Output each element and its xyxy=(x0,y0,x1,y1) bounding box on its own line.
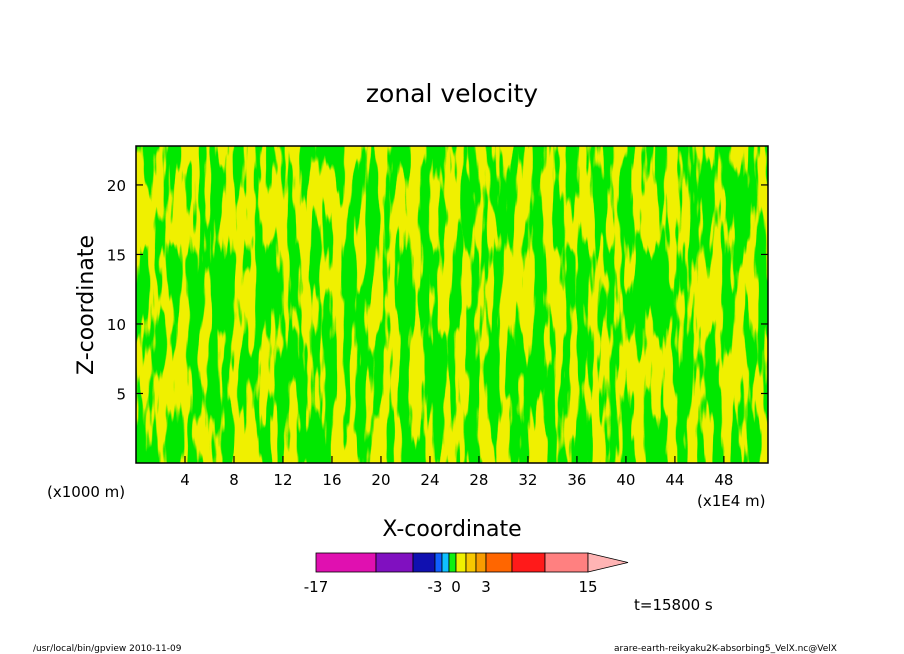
colorbar-segment xyxy=(434,552,443,573)
footer-right: arare-earth-reikyaku2K-absorbing5_VelX.n… xyxy=(614,644,837,654)
x-tick-label: 28 xyxy=(469,471,488,489)
colorbar-segment xyxy=(315,552,377,573)
x-tick-label: 24 xyxy=(420,471,439,489)
colorbar-tick-label: -17 xyxy=(304,578,329,596)
colorbar-tick-label: 3 xyxy=(481,578,491,596)
x-tick-label: 20 xyxy=(371,471,390,489)
x-tick-label: 4 xyxy=(180,471,190,489)
plot-frame xyxy=(135,145,769,464)
colorbar-extend-arrow xyxy=(587,552,629,573)
colorbar-tick-label: 15 xyxy=(578,578,597,596)
time-label: t=15800 s xyxy=(634,596,713,614)
x-tick-label: 40 xyxy=(616,471,635,489)
colorbar-tick-label: 0 xyxy=(451,578,461,596)
x-tick-label: 44 xyxy=(665,471,684,489)
colorbar-tick-label: -3 xyxy=(428,578,443,596)
y-axis: 5 10 15 20 xyxy=(107,177,768,403)
y-tick-label: 15 xyxy=(107,246,126,264)
y-tick-label: 5 xyxy=(116,385,126,403)
plot-area xyxy=(135,145,769,464)
colorbar-segment xyxy=(485,552,513,573)
x-tick-label: 16 xyxy=(322,471,341,489)
y-tick-label: 20 xyxy=(107,177,126,195)
y-tick-label: 10 xyxy=(107,316,126,334)
x-tick-label: 36 xyxy=(567,471,586,489)
x-tick-label: 48 xyxy=(714,471,733,489)
colorbar-segment xyxy=(448,552,457,573)
colorbar-segment xyxy=(544,552,589,573)
colorbar-segment xyxy=(375,552,414,573)
x-tick-label: 32 xyxy=(518,471,537,489)
x-axis-label: X-coordinate xyxy=(382,517,521,542)
colorbar-segment xyxy=(412,552,436,573)
x-unit-label: (x1E4 m) xyxy=(697,492,766,510)
footer-left: /usr/local/bin/gpview 2010-11-09 xyxy=(33,644,182,654)
colorbar-segment xyxy=(441,552,450,573)
colorbar-segment xyxy=(455,552,467,573)
contour-field xyxy=(136,146,768,463)
colorbar-segment xyxy=(511,552,546,573)
chart-title: zonal velocity xyxy=(366,79,538,108)
colorbar: -17 -3 0 3 15 xyxy=(304,552,629,596)
y-unit-label: (x1000 m) xyxy=(47,483,125,501)
x-tick-label: 8 xyxy=(229,471,239,489)
x-tick-label: 12 xyxy=(273,471,292,489)
colorbar-segment xyxy=(475,552,487,573)
x-axis: 4 8 12 16 20 24 28 32 36 40 44 48 xyxy=(180,456,733,489)
colorbar-segment xyxy=(465,552,477,573)
y-axis-label: Z-coordinate xyxy=(74,235,99,375)
